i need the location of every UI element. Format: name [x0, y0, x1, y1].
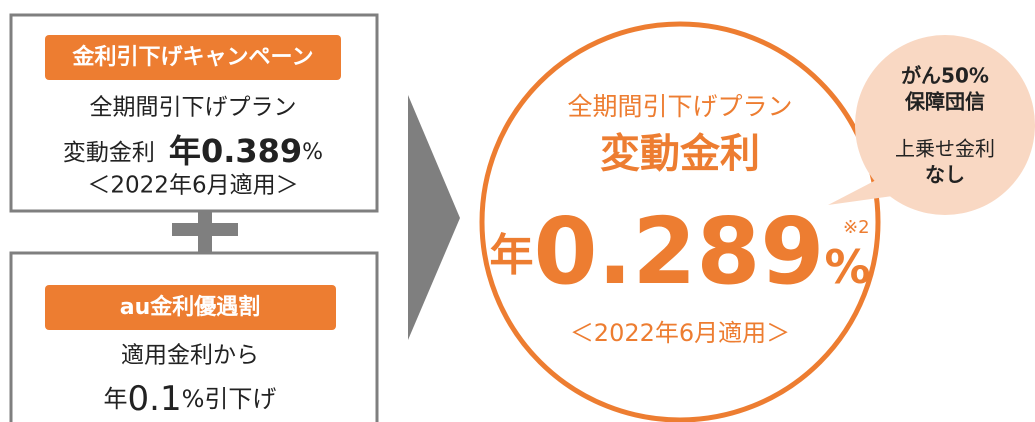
campaign-rate-unit: %: [302, 140, 323, 165]
bubble-line: がん50%: [901, 64, 989, 88]
result-note: ※2: [843, 217, 870, 238]
result-plan: 全期間引下げプラン: [567, 92, 792, 121]
bubble-line: なし: [925, 163, 965, 187]
result-unit: %: [824, 240, 870, 294]
campaign-label-bg: [45, 35, 341, 80]
discount-line1: 適用金利から: [121, 343, 259, 369]
result-rate-line: 年0.289%: [489, 198, 870, 305]
campaign-plan: 全期間引下げプラン: [90, 95, 297, 121]
discount-line2: 年0.1%引下げ: [104, 379, 277, 419]
result-prefix: 年: [489, 230, 533, 281]
plus-v: [198, 211, 212, 252]
campaign-period: ＜2022年6月適用＞: [87, 173, 298, 199]
campaign-rate-name: 変動金利: [63, 140, 155, 166]
discount-label: au金利優遇割: [120, 294, 261, 320]
campaign-rate-prefix: 年: [169, 132, 201, 170]
discount-amount: 0.1: [128, 379, 182, 419]
result-circle: [479, 21, 881, 422]
bubble-line: 上乗せ金利: [895, 137, 995, 161]
discount-box: [9, 251, 379, 422]
bubble-line: 保障団信: [904, 90, 985, 114]
arrow: [408, 95, 460, 340]
result-rate: 0.289: [533, 198, 824, 305]
bubble: [855, 35, 1035, 215]
discount-label-bg: [45, 285, 336, 330]
campaign-label: 金利引下げキャンペーン: [72, 44, 314, 70]
result-period: ＜2022年6月適用＞: [570, 319, 790, 347]
campaign-rate: 0.389: [201, 132, 302, 170]
result-rate-name: 変動金利: [600, 131, 760, 177]
discount-suffix: %引下げ: [182, 385, 277, 413]
campaign-rate-line: 変動金利 年0.389%: [63, 132, 323, 170]
discount-prefix: 年: [104, 385, 128, 413]
